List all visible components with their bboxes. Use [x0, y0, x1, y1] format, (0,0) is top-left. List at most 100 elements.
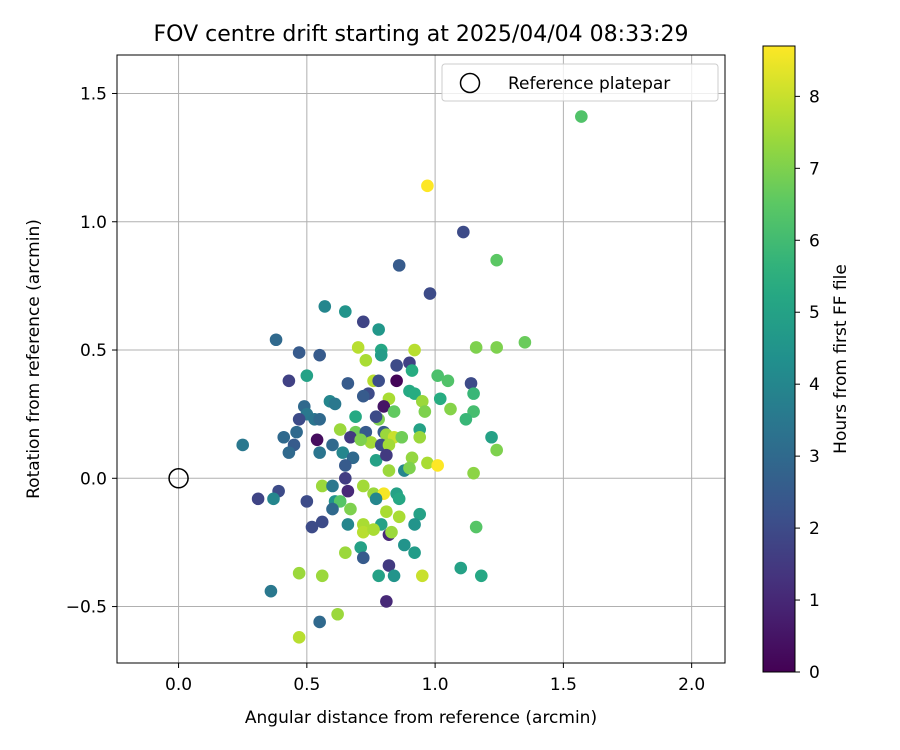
scatter-point — [380, 448, 393, 462]
scatter-point — [341, 377, 355, 390]
chart-title: FOV centre drift starting at 2025/04/04 … — [154, 22, 689, 47]
scatter-point — [380, 595, 393, 608]
scatter-point — [457, 225, 470, 239]
scatter-point — [441, 374, 455, 388]
scatter-point — [300, 495, 314, 508]
scatter-point — [387, 405, 401, 418]
scatter-point — [356, 315, 370, 329]
scatter-point — [459, 412, 473, 426]
x-tick-label: 2.0 — [678, 675, 705, 695]
x-tick-label: 0.5 — [293, 675, 320, 695]
scatter-point — [277, 430, 291, 444]
scatter-point — [344, 502, 357, 516]
scatter-point — [369, 454, 383, 467]
scatter-point — [490, 253, 503, 267]
scatter-point — [313, 348, 326, 362]
scatter-point — [336, 446, 350, 459]
scatter-point — [374, 348, 388, 362]
scatter-point — [575, 110, 588, 123]
scatter-point — [423, 287, 437, 300]
x-tick-label: 0.0 — [165, 675, 192, 695]
scatter-point — [415, 569, 429, 583]
scatter-point — [300, 369, 314, 382]
scatter-point — [405, 364, 419, 377]
y-tick-label: 1.5 — [80, 84, 107, 104]
scatter-point — [346, 451, 360, 465]
scatter-point — [377, 400, 391, 413]
reference-platepar-marker — [168, 468, 189, 489]
colorbar-tick-label: 8 — [809, 87, 820, 107]
scatter-point — [382, 559, 396, 572]
scatter-point — [387, 569, 401, 583]
scatter-point — [380, 505, 393, 518]
scatter-point — [251, 492, 265, 506]
scatter-point — [315, 515, 329, 529]
scatter-point — [433, 392, 447, 406]
colorbar-tick-label: 4 — [809, 375, 820, 395]
scatter-point — [264, 584, 278, 598]
legend: Reference platepar — [441, 63, 719, 102]
x-axis-ticks: 0.0 0.5 1.0 1.5 2.0 — [165, 663, 705, 695]
scatter-point — [356, 525, 370, 539]
colorbar-ticks: 0 1 2 3 4 5 6 7 8 — [795, 87, 820, 683]
scatter-point — [413, 430, 427, 444]
scatter-point — [413, 507, 427, 521]
scatter-point — [454, 561, 468, 575]
scatter-point — [339, 546, 352, 559]
scatter-point — [369, 492, 383, 506]
scatter-point — [467, 466, 480, 480]
scatter-point — [333, 495, 347, 508]
scatter-point — [267, 492, 280, 506]
scatter-point — [464, 377, 478, 390]
scatter-point — [415, 395, 429, 408]
scatter-point — [328, 397, 342, 411]
scatter-point — [326, 438, 339, 452]
scatter-point — [292, 566, 306, 580]
colorbar-label: Hours from first FF file — [831, 264, 851, 454]
plot-frame — [116, 54, 726, 664]
scatter-point — [269, 333, 283, 347]
scatter-point — [408, 387, 421, 400]
scatter-point — [313, 446, 326, 459]
scatter-point — [339, 305, 352, 318]
colorbar-tick-label: 2 — [809, 519, 820, 539]
scatter-point — [469, 341, 483, 354]
scatter-point — [418, 405, 432, 418]
scatter-point — [392, 510, 406, 524]
colorbar-gradient — [762, 45, 796, 673]
scatter-point — [341, 518, 355, 531]
colorbar-tick-label: 7 — [809, 159, 820, 179]
legend-reference-icon — [459, 72, 481, 94]
scatter-point — [408, 546, 421, 559]
scatter-point — [292, 346, 306, 359]
scatter-point — [474, 569, 488, 583]
scatter-point — [490, 341, 503, 354]
scatter-point — [385, 525, 398, 539]
scatter-point — [403, 461, 416, 475]
colorbar-tick-label: 6 — [809, 231, 820, 251]
scatter-point — [408, 518, 421, 531]
scatter-point — [333, 423, 347, 436]
scatter-point — [349, 410, 362, 424]
scatter-point — [382, 438, 396, 452]
scatter-point — [372, 569, 385, 583]
scatter-point — [354, 433, 368, 447]
reference-marker — [168, 468, 189, 489]
scatter-point — [369, 410, 383, 424]
scatter-point — [356, 479, 370, 493]
scatter-point — [469, 520, 483, 534]
x-tick-label: 1.5 — [550, 675, 577, 695]
x-axis-label: Angular distance from reference (arcmin) — [245, 708, 597, 728]
scatter-point — [382, 464, 396, 477]
scatter-point — [236, 438, 250, 452]
scatter-point — [408, 343, 421, 357]
scatter-point — [292, 412, 306, 426]
x-tick-label: 1.0 — [422, 675, 449, 695]
scatter-point — [431, 369, 444, 382]
scatter-point — [292, 631, 306, 644]
y-tick-label: 0.0 — [80, 469, 107, 489]
scatter-point — [315, 569, 329, 583]
scatter-point — [313, 615, 326, 629]
scatter-point — [339, 471, 352, 485]
scatter-point — [364, 436, 378, 449]
